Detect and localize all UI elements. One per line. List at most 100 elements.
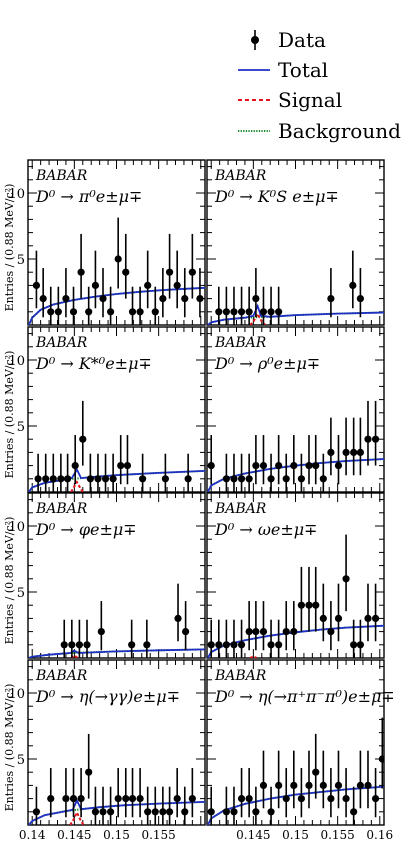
channel-label: D⁰ → ρ⁰e±μ∓: [214, 354, 320, 373]
data-point: [297, 601, 305, 609]
y-tick-label: 5: [17, 753, 25, 768]
data-point: [364, 781, 372, 790]
data-point: [207, 462, 215, 470]
panel-grid: 5 10 BABAR D⁰ → π⁰e±μ∓ BABAR D⁰ → K⁰S e±μ∓ 5 10…: [8, 159, 395, 826]
data-point: [184, 475, 192, 483]
data-point: [237, 475, 246, 483]
data-point: [364, 435, 372, 443]
data-point: [107, 808, 115, 816]
data-point: [342, 575, 350, 583]
total-curve: [207, 458, 384, 492]
y-axis-title: Entries / (0.88 MeV/c²): [3, 351, 16, 479]
data-point: [68, 641, 76, 649]
data-point: [196, 295, 204, 303]
panel-6: BABAR D⁰ → ωe±μ∓: [206, 492, 385, 659]
x-tick-label: 0.15: [282, 828, 309, 842]
total-curve: [28, 648, 205, 658]
data-point: [267, 641, 275, 649]
plot-area: [28, 400, 205, 492]
data-point: [173, 795, 181, 803]
data-point: [136, 795, 144, 803]
data-point: [245, 475, 253, 483]
data-point: [349, 281, 357, 289]
data-point: [39, 295, 47, 303]
data-point: [222, 808, 230, 816]
data-point: [222, 475, 230, 483]
data-point: [62, 795, 70, 803]
data-point: [166, 808, 174, 816]
data-point: [364, 614, 372, 623]
y-tick-label: 10: [8, 187, 25, 202]
data-point: [319, 781, 327, 790]
x-tick-label: 0.145: [236, 828, 270, 842]
data-point: [282, 795, 290, 803]
data-point: [60, 641, 68, 649]
experiment-label: BABAR: [35, 335, 88, 351]
panel-1: 5 10 BABAR D⁰ → π⁰e±μ∓: [8, 159, 206, 326]
data-point: [117, 462, 125, 470]
data-point: [144, 808, 152, 816]
data-point: [282, 475, 290, 483]
data-point: [275, 462, 283, 470]
panel-frame: [27, 159, 206, 326]
data-point: [128, 308, 137, 316]
data-point: [85, 308, 93, 316]
channel-label: D⁰ → π⁰e±μ∓: [35, 187, 142, 206]
total-curve: [207, 303, 384, 325]
data-point: [342, 448, 350, 456]
signal-curve: [70, 480, 84, 492]
data-point: [371, 435, 380, 443]
data-point: [252, 808, 260, 816]
data-point: [122, 268, 130, 276]
data-point: [245, 628, 253, 636]
signal-curve: [249, 655, 258, 658]
data-point: [305, 462, 313, 470]
data-point: [230, 475, 238, 483]
legend-entry-signal: Signal: [238, 88, 342, 112]
experiment-label: BABAR: [214, 668, 267, 684]
data-point: [122, 795, 130, 803]
data-point: [86, 475, 94, 483]
data-point: [91, 281, 100, 289]
data-point: [97, 628, 105, 636]
data-point: [356, 641, 364, 649]
data-point: [207, 641, 215, 649]
data-point: [275, 308, 283, 316]
panel-5: 5 10 BABAR D⁰ → φe±μ∓: [8, 492, 206, 659]
data-point: [69, 795, 78, 803]
y-tick-label: 5: [17, 586, 25, 601]
data-point: [215, 641, 223, 649]
data-point: [99, 808, 107, 816]
data-point: [47, 308, 55, 316]
data-point: [267, 808, 275, 816]
x-tick-label: 0.155: [141, 828, 175, 842]
panel-4: BABAR D⁰ → ρ⁰e±μ∓: [206, 326, 385, 493]
legend-label: Signal: [278, 88, 342, 112]
data-point: [350, 808, 358, 816]
data-point: [64, 475, 72, 483]
total-curve: [207, 624, 384, 658]
data-point: [342, 795, 350, 803]
plot-area: [28, 217, 205, 325]
data-point: [114, 795, 122, 803]
data-point: [94, 475, 102, 483]
y-tick-label: 5: [17, 253, 25, 268]
panel-7: 5 10 BABAR D⁰ → η(→γγ)e±μ∓: [8, 659, 206, 826]
data-point: [319, 475, 327, 483]
data-point: [49, 475, 57, 483]
data-point: [290, 628, 298, 636]
panel-frame: [27, 326, 206, 493]
plot-area: [28, 733, 205, 825]
data-point: [327, 448, 335, 456]
total-curve: [28, 798, 205, 825]
data-point: [144, 281, 152, 289]
data-point: [54, 308, 62, 316]
data-point: [350, 641, 358, 649]
data-point: [222, 308, 230, 316]
plot-area: [207, 400, 384, 492]
plot-area: [207, 250, 384, 325]
data-point: [305, 601, 313, 609]
data-point: [327, 795, 335, 803]
